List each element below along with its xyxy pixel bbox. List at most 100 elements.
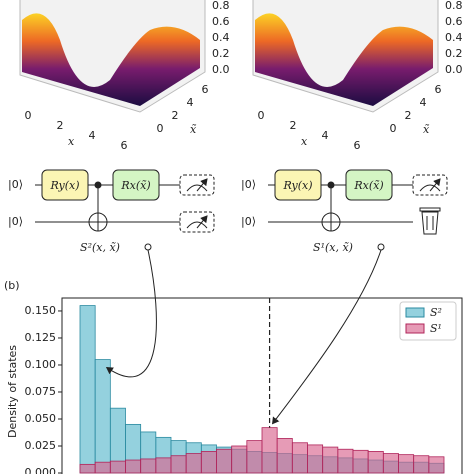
pointer-arrow <box>271 249 382 425</box>
bar <box>382 453 399 474</box>
x-tick-label: 6 <box>354 139 361 152</box>
bar <box>79 463 96 474</box>
x-tick-label: 2 <box>290 119 297 132</box>
bar <box>352 449 369 474</box>
legend-label: S¹ <box>430 322 442 335</box>
gate-box <box>345 169 393 201</box>
bar <box>200 450 217 474</box>
bar <box>216 448 233 474</box>
bar <box>94 461 111 474</box>
z-tick-label: 0.2 <box>212 47 230 60</box>
pointer-arrow <box>105 249 157 378</box>
input-state: |0⟩ <box>241 215 256 228</box>
x-tick-label: 2 <box>57 119 64 132</box>
surface <box>255 13 433 106</box>
gate-box <box>112 169 160 201</box>
input-state: |0⟩ <box>8 178 23 191</box>
x-tick-label: 4 <box>89 129 96 142</box>
y-tick-label: 2 <box>172 109 179 122</box>
bar <box>185 453 202 474</box>
input-state: |0⟩ <box>241 178 256 191</box>
z-tick-label: 0.8 <box>445 0 463 12</box>
bar <box>261 427 278 474</box>
x-axis-label: x <box>301 135 308 148</box>
bar <box>337 448 354 474</box>
x-axis-label: x <box>68 135 75 148</box>
bar <box>125 459 142 474</box>
y-tick-label: 6 <box>435 83 442 96</box>
bar <box>231 445 248 474</box>
bar <box>79 305 96 474</box>
z-tick-label: 0.4 <box>445 31 463 44</box>
bar <box>322 446 339 474</box>
y-axis-label: x̃ <box>190 123 197 136</box>
z-tick-label: 0.0 <box>212 63 230 76</box>
legend-swatch <box>405 323 425 334</box>
y-tick-label: 0.000 <box>25 466 57 474</box>
bar <box>140 458 157 474</box>
z-tick-label: 0.0 <box>445 63 463 76</box>
bar <box>246 440 263 474</box>
y-tick-label: 0.100 <box>25 358 57 371</box>
pointer-origin <box>144 243 152 251</box>
gate-box <box>274 169 322 201</box>
meter-arc <box>419 184 441 192</box>
y-tick-label: 4 <box>420 96 427 109</box>
legend-label: S² <box>430 306 442 319</box>
y-tick-label: 0.125 <box>25 331 57 344</box>
bar <box>367 450 384 474</box>
x-tick-label: 4 <box>322 129 329 142</box>
y-tick-label: 2 <box>405 109 412 122</box>
panel-a: 0.80.60.40.20.002466420xx̃0.80.60.40.20.… <box>8 0 463 254</box>
gate-label: Ry(x) <box>282 179 312 192</box>
y-tick-label: 0.150 <box>25 304 57 317</box>
meter-needle <box>196 178 208 192</box>
bar <box>109 460 126 474</box>
y-tick-label: 4 <box>187 96 194 109</box>
trash-can <box>421 211 439 235</box>
bar <box>170 455 187 474</box>
meter-arc <box>186 184 208 192</box>
y-axis-label: Density of states <box>6 345 19 438</box>
bar <box>307 444 324 474</box>
panel-label: (b) <box>4 279 20 292</box>
z-tick-label: 0.8 <box>212 0 230 12</box>
bar <box>428 456 445 474</box>
gate-label: Ry(x) <box>49 179 79 192</box>
meter-needle <box>429 178 441 192</box>
gate-box <box>41 169 89 201</box>
bar <box>291 442 308 474</box>
y-axis-label: x̃ <box>423 123 430 136</box>
y-tick-label: 0.075 <box>25 385 57 398</box>
legend: S² S¹ <box>399 301 457 341</box>
y-tick-label: 0 <box>157 122 164 135</box>
bar <box>398 454 415 474</box>
gate-label: Rx(x̃) <box>353 179 383 192</box>
circuit: |0⟩ |0⟩ Ry(x) Rx(x̃) S²(x, x̃) <box>8 169 215 254</box>
z-tick-label: 0.4 <box>212 31 230 44</box>
input-state: |0⟩ <box>8 215 23 228</box>
panel-b: (b) 0.000 0.025 0.050 0.075 0.100 0.125 0.150 De… <box>4 249 463 474</box>
x-tick-label: 6 <box>121 139 128 152</box>
z-tick-label: 0.6 <box>212 15 230 28</box>
z-tick-label: 0.6 <box>445 15 463 28</box>
bar <box>413 455 430 474</box>
bar <box>155 457 172 474</box>
legend-swatch <box>405 307 425 318</box>
surface <box>22 13 200 106</box>
y-tick-label: 0.050 <box>25 412 57 425</box>
meter-arc <box>186 221 208 229</box>
bar <box>94 359 111 474</box>
y-tick-label: 0 <box>390 122 397 135</box>
x-tick-label: 0 <box>258 109 265 122</box>
bar <box>276 438 293 474</box>
pointer-origin <box>377 243 385 251</box>
z-tick-label: 0.2 <box>445 47 463 60</box>
axes-frame <box>61 297 463 474</box>
meter-needle <box>196 215 208 229</box>
circuit-label: S²(x, x̃) <box>80 241 120 254</box>
gate-label: Rx(x̃) <box>120 179 150 192</box>
y-tick-label: 6 <box>202 83 209 96</box>
